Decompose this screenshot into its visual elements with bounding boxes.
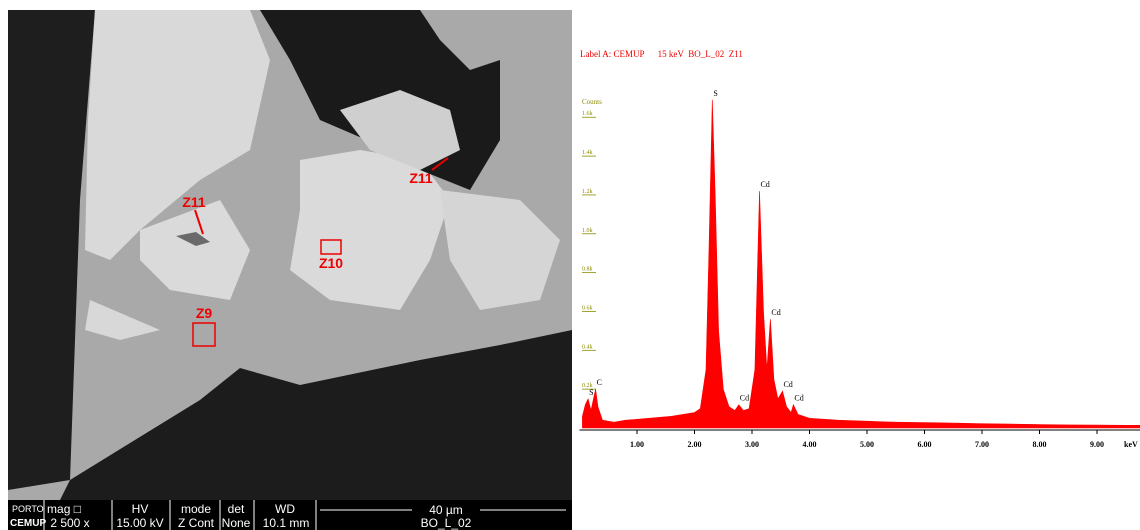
info-value: None: [222, 516, 251, 530]
info-bar: [8, 500, 572, 530]
info-value: Z Cont: [178, 516, 215, 530]
sem-image: Z11 Z11 Z10 Z9 PORTO CEMUP mag □ HV mode…: [8, 10, 572, 530]
peak-label: S: [589, 388, 593, 397]
phase-light: [290, 150, 450, 310]
y-tick-label: 0.2k: [582, 383, 593, 389]
resin-left: [8, 10, 95, 490]
phase-light: [85, 10, 270, 260]
analysis-box: [192, 322, 216, 347]
peak-label: Cd: [771, 308, 780, 317]
info-header: det: [228, 502, 245, 516]
zone-label: Z11: [409, 170, 433, 186]
peak-label: Cd: [760, 180, 769, 189]
zone-label: Z11: [182, 194, 206, 210]
y-axis-label: Counts: [582, 98, 602, 106]
y-tick-label: 0.4k: [582, 344, 593, 350]
chart-title: Label A: CEMUP 15 keV BO_L_02 Z11: [580, 49, 743, 59]
info-value: 15.00 kV: [116, 516, 163, 530]
info-header: mag □: [47, 502, 81, 516]
logo: CEMUP: [10, 518, 46, 529]
arrow: [194, 209, 204, 235]
y-tick-label: 1.4k: [582, 150, 593, 156]
phase-light: [340, 90, 460, 170]
phase-light: [440, 190, 560, 310]
peak-label: Cd: [794, 394, 803, 403]
y-tick-label: 0.8k: [582, 267, 593, 273]
x-tick-label: 8.00: [1033, 440, 1047, 449]
info-header: WD: [275, 502, 295, 516]
phase-light: [140, 200, 250, 300]
x-tick-label: 9.00: [1090, 440, 1104, 449]
zone-label: Z10: [319, 255, 343, 271]
y-tick-label: 1.2k: [582, 189, 593, 195]
resin-bottom: [60, 330, 572, 500]
info-value: 10.1 mm: [263, 516, 310, 530]
inclusion: [176, 232, 210, 246]
zone-label: Z9: [196, 305, 213, 321]
analysis-box: [320, 239, 342, 255]
x-tick-label: 1.00: [630, 440, 644, 449]
logo: PORTO: [12, 504, 44, 514]
x-tick-label: 2.00: [688, 440, 702, 449]
x-tick-label: 4.00: [803, 440, 817, 449]
x-axis-label: keV: [1124, 440, 1138, 449]
arrow: [431, 157, 449, 171]
x-tick-label: 6.00: [918, 440, 932, 449]
peak-label: Cd: [783, 380, 792, 389]
info-value: 2 500 x: [50, 516, 89, 530]
spectrum-area: [582, 99, 1140, 429]
info-header: mode: [181, 502, 211, 516]
peak-label: S: [713, 89, 717, 98]
x-tick-label: 5.00: [860, 440, 874, 449]
spectrum: Label A: CEMUP 15 keV BO_L_02 Z11 Counts…: [579, 49, 1140, 449]
x-tick-label: 3.00: [745, 440, 759, 449]
x-tick-label: 7.00: [975, 440, 989, 449]
y-tick-label: 0.6k: [582, 305, 593, 311]
y-tick-label: 1.0k: [582, 228, 593, 234]
y-tick-label: 1.6k: [582, 111, 593, 117]
peak-label: C: [597, 378, 602, 387]
scale-label: 40 µm: [429, 503, 463, 517]
sample-name: BO_L_02: [421, 516, 472, 530]
info-header: HV: [132, 502, 149, 516]
peak-label: Cd: [740, 394, 749, 403]
phase-light: [85, 300, 160, 340]
